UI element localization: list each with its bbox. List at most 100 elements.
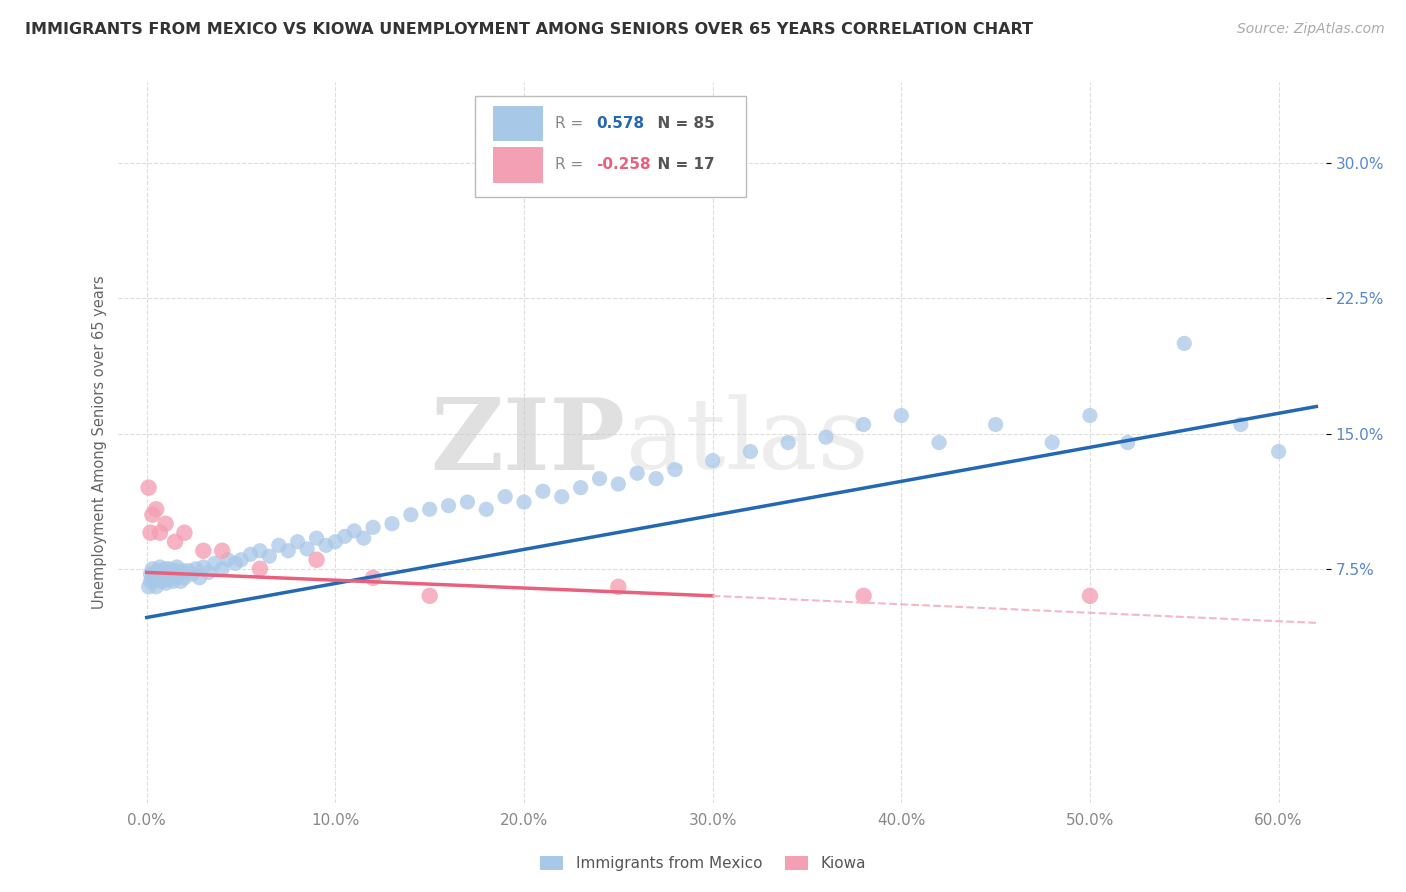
Point [569, 481, 592, 495]
Point [381, 516, 404, 531]
Point [145, 580, 167, 594]
Legend: Immigrants from Mexico, Kiowa: Immigrants from Mexico, Kiowa [534, 850, 872, 877]
Point [152, 571, 174, 585]
Point [419, 502, 441, 516]
Point [146, 564, 169, 578]
Point [437, 499, 460, 513]
Point [305, 531, 328, 545]
Point [224, 557, 246, 571]
Point [1040, 435, 1063, 450]
Point [146, 573, 169, 587]
Point [890, 409, 912, 423]
Point [277, 543, 299, 558]
Y-axis label: Unemployment Among Seniors over 65 years: Unemployment Among Seniors over 65 years [93, 276, 107, 609]
Point [1078, 589, 1101, 603]
Point [143, 566, 166, 580]
Point [217, 553, 239, 567]
Text: ZIP: ZIP [430, 394, 626, 491]
Point [163, 571, 186, 585]
Point [249, 562, 271, 576]
Point [399, 508, 422, 522]
Point [494, 490, 516, 504]
Point [139, 574, 162, 589]
Point [170, 574, 193, 589]
Point [814, 430, 837, 444]
Point [1173, 336, 1195, 351]
Point [1078, 409, 1101, 423]
Point [204, 557, 226, 571]
Point [149, 560, 172, 574]
Point [173, 525, 195, 540]
Point [160, 569, 183, 583]
Point [211, 543, 233, 558]
Point [184, 562, 207, 576]
Text: Source: ZipAtlas.com: Source: ZipAtlas.com [1237, 22, 1385, 37]
Point [150, 574, 173, 589]
Point [645, 472, 668, 486]
Point [1116, 435, 1139, 450]
Point [162, 574, 184, 589]
Point [141, 562, 163, 576]
Point [315, 538, 337, 552]
Point [249, 543, 271, 558]
Point [607, 477, 630, 491]
Point [138, 580, 160, 594]
Point [143, 574, 166, 589]
Point [984, 417, 1007, 432]
Point [778, 435, 800, 450]
Point [588, 472, 610, 486]
Point [229, 553, 252, 567]
Point [172, 564, 194, 578]
Text: N = 85: N = 85 [647, 116, 716, 131]
Point [513, 495, 536, 509]
Text: IMMIGRANTS FROM MEXICO VS KIOWA UNEMPLOYMENT AMONG SENIORS OVER 65 YEARS CORRELA: IMMIGRANTS FROM MEXICO VS KIOWA UNEMPLOY… [25, 22, 1033, 37]
Point [156, 566, 179, 580]
Point [141, 508, 163, 522]
Point [166, 560, 188, 574]
Point [177, 564, 200, 578]
Point [1267, 444, 1289, 458]
Point [141, 571, 163, 585]
Point [852, 589, 875, 603]
Point [852, 417, 875, 432]
Point [188, 571, 211, 585]
Point [211, 562, 233, 576]
Point [607, 580, 630, 594]
Point [353, 531, 375, 545]
Point [145, 502, 167, 516]
Point [259, 549, 281, 564]
Point [239, 547, 262, 561]
Point [333, 529, 356, 543]
FancyBboxPatch shape [492, 147, 543, 183]
Text: -0.258: -0.258 [596, 157, 651, 172]
Point [181, 567, 204, 582]
Point [163, 564, 186, 578]
FancyBboxPatch shape [475, 96, 747, 197]
Point [267, 538, 290, 552]
Point [155, 562, 177, 576]
Point [295, 541, 318, 556]
Point [551, 490, 574, 504]
Point [157, 562, 180, 576]
Point [149, 525, 172, 540]
Point [287, 534, 309, 549]
Point [145, 569, 167, 583]
Text: R =: R = [555, 157, 589, 172]
Point [155, 516, 177, 531]
Point [702, 453, 724, 467]
Point [531, 484, 554, 499]
Point [361, 520, 384, 534]
Point [150, 566, 173, 580]
Point [139, 567, 162, 582]
Point [198, 566, 221, 580]
Point [325, 534, 347, 549]
Point [155, 576, 177, 591]
Point [740, 444, 762, 458]
FancyBboxPatch shape [492, 106, 543, 142]
Point [149, 567, 172, 582]
Point [163, 534, 186, 549]
Point [138, 481, 160, 495]
Point [1230, 417, 1253, 432]
Text: atlas: atlas [626, 394, 869, 491]
Text: R =: R = [555, 116, 589, 131]
